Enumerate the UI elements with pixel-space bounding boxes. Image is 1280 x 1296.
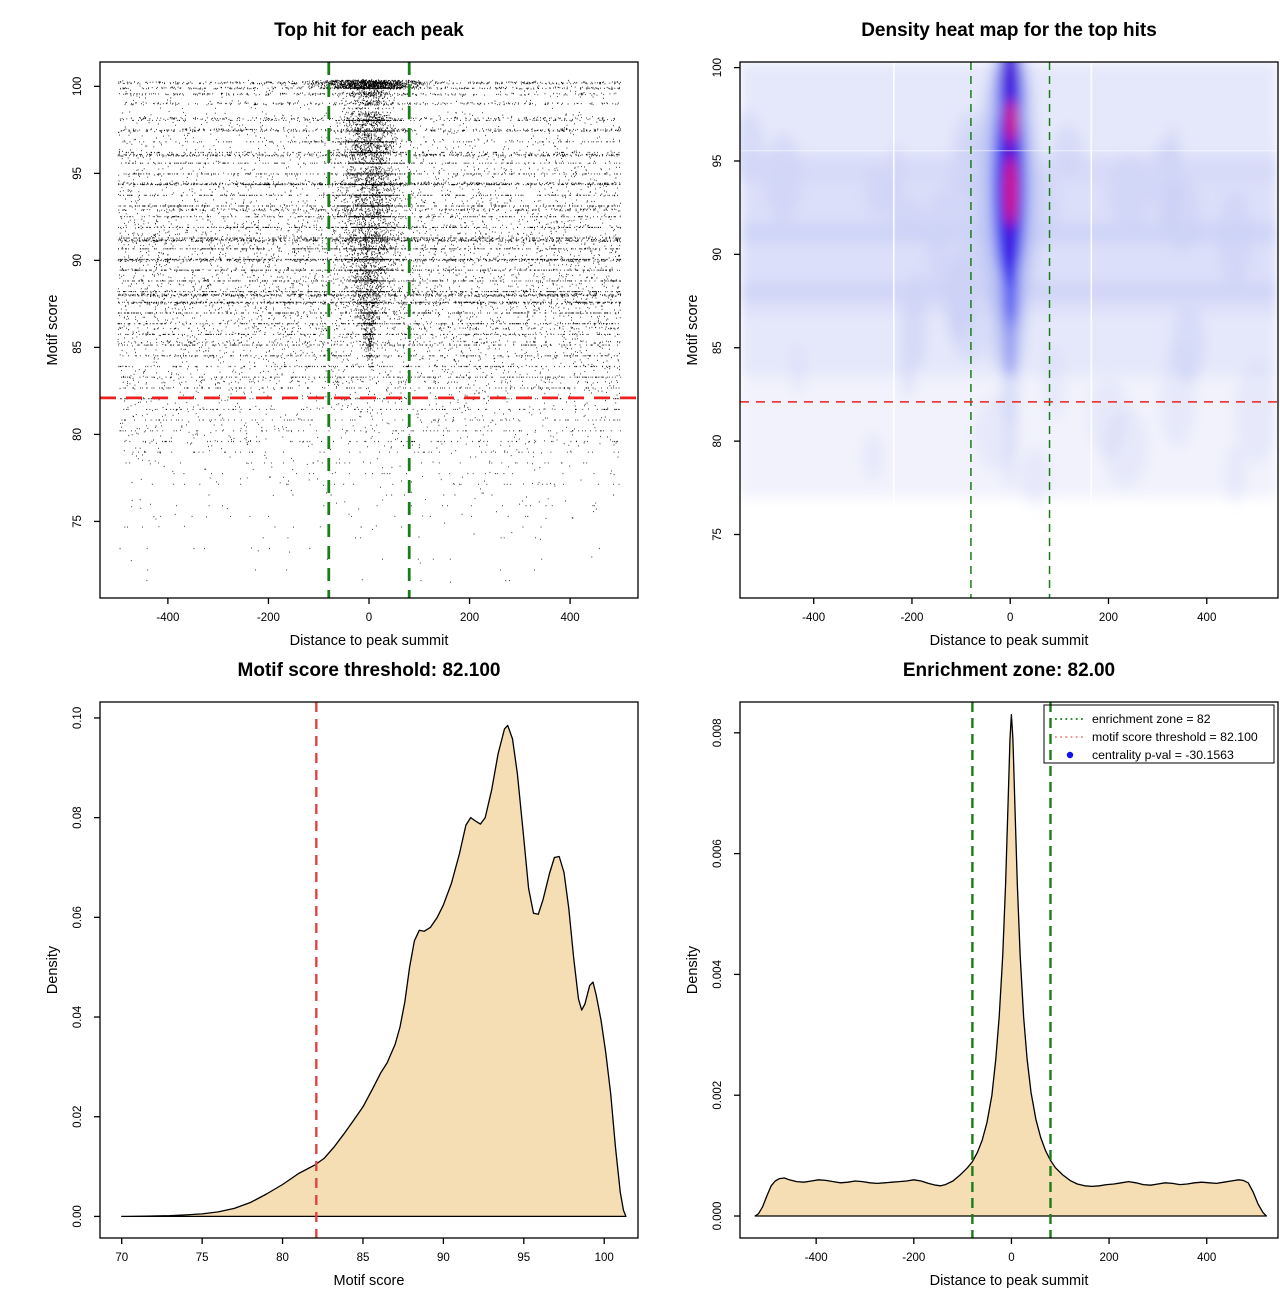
x-tick-label: 400: [1197, 1252, 1216, 1264]
x-tick-label: 400: [1197, 612, 1216, 624]
legend-label: enrichment zone = 82: [1092, 712, 1211, 726]
y-tick-label: 0.08: [72, 806, 84, 828]
x-tick-label: 0: [1008, 1252, 1014, 1264]
plot-area: [121, 724, 627, 1218]
y-axis-label: Motif score: [685, 295, 701, 366]
legend: enrichment zone = 82 motif score threshol…: [1043, 704, 1275, 764]
legend-box: [1043, 704, 1275, 764]
x-tick-label: 200: [460, 612, 479, 624]
plot-area: [117, 78, 622, 583]
x-tick-label: -400: [156, 612, 179, 624]
panel-enrichment-zone-density: Enrichment zone: 82.00 enrichment zone =…: [680, 656, 1280, 1296]
y-tick-label: 95: [712, 155, 724, 168]
motif-density-title: Motif score threshold: 82.100: [237, 660, 501, 681]
x-tick-label: 0: [1007, 612, 1013, 624]
heatmap-density-layer: [740, 62, 1278, 508]
y-tick-label: 80: [72, 428, 84, 441]
x-tick-label: 200: [1099, 612, 1118, 624]
y-tick-label: 0.06: [72, 906, 84, 928]
y-tick-label: 75: [712, 528, 724, 541]
y-tick-label: 90: [712, 248, 724, 261]
y-tick-label: 0.02: [72, 1106, 84, 1128]
legend-label: motif score threshold = 82.100: [1092, 730, 1258, 744]
x-tick-label: 200: [1099, 1252, 1118, 1264]
y-tick-label: 90: [72, 254, 84, 267]
x-tick-label: 400: [561, 612, 580, 624]
plot-box: [99, 701, 639, 1239]
y-tick-label: 0.10: [72, 707, 84, 729]
motif-score-density-svg: 70 75 80 85 90 95 100 0.00 0.02 0.04 0.06 0.08 0.10 M…: [45, 701, 639, 1289]
x-tick-label: 100: [595, 1252, 614, 1264]
scatter-points: [117, 78, 622, 583]
y-tick-label: 100: [72, 77, 84, 96]
plot-box: [739, 61, 1279, 599]
y-tick-label: 85: [712, 341, 724, 354]
y-axis-label: Density: [45, 945, 61, 994]
x-tick-label: -200: [257, 612, 280, 624]
axes: -400 -200 0 200 400 75 80 85 90 95 100 Distance to …: [685, 58, 1279, 649]
y-tick-label: 80: [712, 435, 724, 448]
y-axis-label: Motif score: [45, 295, 61, 366]
y-tick-label: 95: [72, 167, 84, 180]
x-tick-label: 85: [357, 1252, 370, 1264]
y-tick-label: 0.002: [712, 1081, 724, 1110]
density-curve: [121, 724, 627, 1218]
y-tick-label: 0.00: [72, 1205, 84, 1227]
axes: 70 75 80 85 90 95 100 0.00 0.02 0.04 0.06 0.08 0.10 M…: [45, 701, 639, 1289]
x-tick-label: -200: [902, 1252, 925, 1264]
density-curve: [754, 714, 1267, 1217]
density-heatmap-svg: -400 -200 0 200 400 75 80 85 90 95 100 Distance to …: [685, 58, 1279, 649]
y-tick-label: 0.000: [712, 1202, 724, 1231]
y-tick-label: 0.008: [712, 718, 724, 747]
y-tick-label: 100: [712, 58, 724, 77]
axes: -400 -200 0 200 400 75 80 85 90 95 100 Distance to …: [45, 61, 639, 649]
panel-density-heatmap: Density heat map for the top hits -400 -2…: [680, 16, 1280, 656]
panel-motif-score-density: Motif score threshold: 82.100 70 75 80 85 90…: [40, 656, 680, 1296]
enrichment-zone-density-svg: enrichment zone = 82 motif score threshol…: [685, 701, 1279, 1289]
x-tick-label: -400: [802, 612, 825, 624]
legend-point: [1066, 751, 1074, 759]
plot-area: [740, 62, 1278, 598]
x-tick-label: 95: [517, 1252, 530, 1264]
x-tick-label: -400: [805, 1252, 828, 1264]
x-axis-label: Motif score: [334, 1273, 405, 1289]
x-axis-label: Distance to peak summit: [930, 1273, 1089, 1289]
y-tick-label: 0.04: [72, 1005, 84, 1028]
y-axis-label: Density: [685, 945, 701, 994]
x-tick-label: 90: [437, 1252, 450, 1264]
x-axis-label: Distance to peak summit: [930, 633, 1089, 649]
plot-box: [739, 701, 1279, 1239]
enrichment-title: Enrichment zone: 82.00: [902, 660, 1116, 681]
top-hit-scatter-svg: -400 -200 0 200 400 75 80 85 90 95 100 Distance to …: [45, 61, 639, 649]
y-tick-label: 85: [72, 341, 84, 354]
x-tick-label: 0: [366, 612, 372, 624]
y-tick-label: 0.004: [712, 959, 724, 988]
scatter-title: Top hit for each peak: [274, 20, 464, 41]
legend-label: centrality p-val = -30.1563: [1092, 748, 1234, 762]
x-axis-label: Distance to peak summit: [290, 633, 449, 649]
panel-top-hit-scatter: Top hit for each peak -400 -200 0 200 400 75 8…: [40, 16, 680, 656]
x-tick-label: 70: [115, 1252, 128, 1264]
x-tick-label: 75: [196, 1252, 209, 1264]
heatmap-title: Density heat map for the top hits: [861, 20, 1157, 41]
y-tick-label: 75: [72, 515, 84, 528]
x-tick-label: -200: [900, 612, 923, 624]
plot-area: [754, 714, 1267, 1217]
y-tick-label: 0.006: [712, 839, 724, 868]
x-tick-label: 80: [276, 1252, 289, 1264]
